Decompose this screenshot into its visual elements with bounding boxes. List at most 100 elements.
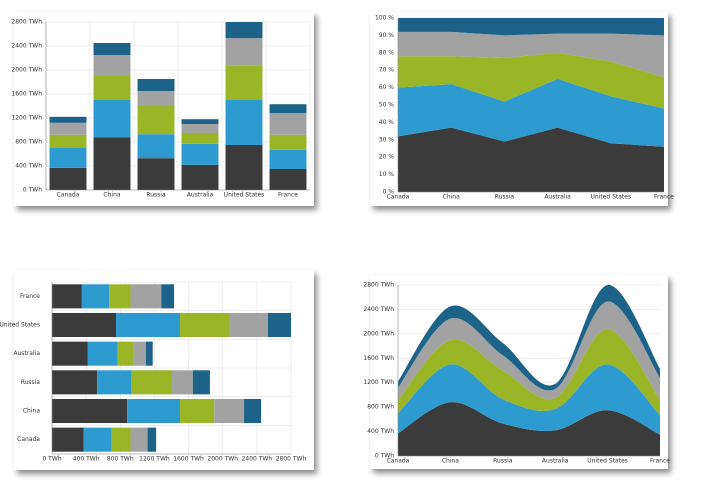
y-tick-label: United States bbox=[0, 322, 40, 329]
bar-segment bbox=[225, 38, 263, 66]
area-band bbox=[398, 78, 664, 147]
y-tick-label: 0 % bbox=[383, 189, 395, 196]
y-tick-label: Australia bbox=[13, 350, 40, 357]
y-tick-label: Canada bbox=[17, 436, 40, 443]
area-band bbox=[398, 18, 664, 36]
x-tick-label: China bbox=[103, 192, 120, 199]
y-tick-label: Russia bbox=[21, 379, 41, 386]
x-tick-label: United States bbox=[224, 192, 265, 199]
x-tick-label: France bbox=[278, 192, 298, 199]
y-tick-label: 1600 TWh bbox=[363, 355, 394, 362]
y-tick-label: 100 % bbox=[375, 15, 394, 22]
x-tick-label: 800 TWh bbox=[107, 456, 134, 463]
bar-segment bbox=[131, 370, 172, 395]
bar-segment bbox=[269, 104, 307, 114]
bar-segment bbox=[49, 148, 87, 168]
y-tick-label: 30 % bbox=[379, 136, 395, 143]
bar-segment bbox=[81, 284, 110, 309]
y-tick-label: 80 % bbox=[379, 49, 395, 56]
bar-segment bbox=[52, 312, 117, 338]
bar-segment bbox=[137, 106, 175, 135]
y-tick-label: 800 TWh bbox=[15, 139, 42, 146]
bar-segment bbox=[130, 427, 148, 452]
y-tick-label: 20 % bbox=[379, 154, 395, 161]
bar-segment bbox=[52, 341, 88, 366]
bar-segment bbox=[93, 55, 131, 76]
bar-segment bbox=[225, 145, 263, 190]
bar-segment bbox=[87, 341, 118, 366]
bar-segment bbox=[269, 134, 307, 150]
y-tick-label: France bbox=[20, 293, 40, 300]
x-tick-label: Australia bbox=[542, 458, 569, 465]
x-tick-label: Australia bbox=[544, 194, 571, 201]
bar-segment bbox=[269, 113, 307, 135]
x-tick-label: 400 TWh bbox=[73, 456, 100, 463]
bar-segment bbox=[52, 370, 98, 395]
bar-segment bbox=[93, 43, 131, 55]
x-tick-label: Russia bbox=[495, 194, 515, 201]
bar-segment bbox=[93, 100, 131, 138]
area-band bbox=[398, 31, 664, 78]
area-band bbox=[398, 284, 660, 391]
bar-segment bbox=[269, 169, 307, 190]
bar-segment bbox=[52, 284, 82, 309]
x-tick-label: Russia bbox=[146, 192, 166, 199]
bar-segment bbox=[83, 427, 112, 452]
y-tick-label: 70 % bbox=[379, 67, 395, 74]
bar-segment bbox=[49, 167, 87, 190]
y-tick-label: 0 TWh bbox=[375, 453, 394, 460]
bar-segment bbox=[145, 341, 153, 366]
bar-segment bbox=[181, 124, 219, 133]
bar-segment bbox=[161, 284, 175, 309]
x-tick-label: Russia bbox=[493, 458, 513, 465]
x-tick-label: United States bbox=[590, 194, 631, 201]
bar-segment bbox=[49, 134, 87, 148]
y-tick-label: 90 % bbox=[379, 32, 395, 39]
y-tick-label: 1200 TWh bbox=[363, 379, 394, 386]
x-tick-label: United States bbox=[587, 458, 628, 465]
area-band bbox=[398, 52, 664, 109]
bar-segment bbox=[137, 158, 175, 190]
bar-segment bbox=[116, 312, 181, 338]
x-tick-label: China bbox=[443, 194, 460, 201]
bar-segment bbox=[93, 76, 131, 100]
bar-segment bbox=[225, 22, 263, 39]
x-tick-label: 1200 TWh bbox=[139, 456, 170, 463]
bar-segment bbox=[225, 65, 263, 100]
area-band bbox=[398, 364, 660, 435]
area-band bbox=[398, 328, 660, 416]
x-tick-label: China bbox=[442, 458, 459, 465]
bar-segment bbox=[214, 398, 245, 424]
bar-segment bbox=[181, 133, 219, 144]
bar-segment bbox=[109, 284, 131, 309]
bar-segment bbox=[137, 134, 175, 159]
bar-segment bbox=[147, 427, 157, 452]
bar-segment bbox=[111, 427, 131, 452]
bar-segment bbox=[181, 119, 219, 124]
bar-segment bbox=[267, 312, 291, 338]
x-tick-label: Canada bbox=[387, 458, 410, 465]
x-tick-label: 0 TWh bbox=[42, 456, 61, 463]
y-tick-label: 1600 TWh bbox=[11, 91, 42, 98]
bar-segment bbox=[180, 312, 230, 338]
y-tick-label: 400 TWh bbox=[367, 428, 394, 435]
y-tick-label: 2800 TWh bbox=[11, 19, 42, 26]
bar-segment bbox=[52, 398, 128, 424]
bar-segment bbox=[181, 164, 219, 190]
y-tick-label: 40 % bbox=[379, 119, 395, 126]
y-tick-label: 2400 TWh bbox=[363, 306, 394, 313]
x-tick-label: Canada bbox=[57, 192, 80, 199]
y-tick-label: China bbox=[23, 408, 40, 415]
chart-panel: 0 % 10 % 20 % 30 % 40 % 50 % 60 % 70 % 80 % 90 % 1… bbox=[370, 12, 674, 206]
bar-segment bbox=[192, 370, 210, 395]
y-tick-label: 50 % bbox=[379, 102, 395, 109]
x-tick-label: France bbox=[650, 458, 670, 465]
area-band bbox=[398, 301, 660, 400]
x-tick-label: 2400 TWh bbox=[242, 456, 273, 463]
bar-segment bbox=[229, 312, 268, 338]
chart-panel: 0 TWh 400 TWh 800 TWh 1200 TWh 1600 TWh 2000 … bbox=[11, 12, 314, 206]
bar-segment bbox=[49, 116, 87, 123]
bar-segment bbox=[244, 398, 262, 424]
bar-segment bbox=[133, 341, 146, 366]
